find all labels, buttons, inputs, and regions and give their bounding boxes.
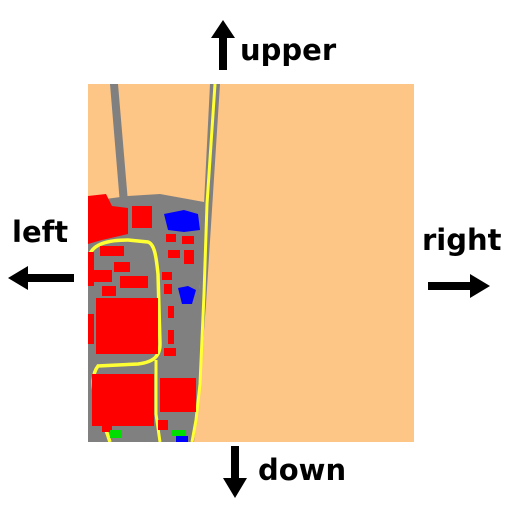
road-north-main <box>184 84 220 442</box>
map-canvas <box>88 84 414 442</box>
arrow-left-icon <box>8 266 74 290</box>
arrow-up-icon <box>211 20 235 70</box>
nav-right-label: right <box>422 223 502 257</box>
map-view <box>88 84 414 442</box>
nav-up-label: upper <box>240 33 337 67</box>
vegetation <box>110 430 186 438</box>
nav-left-label: left <box>12 215 69 249</box>
nav-down-label: down <box>258 453 347 487</box>
nav-right[interactable]: right <box>420 222 510 302</box>
nav-left[interactable]: left <box>6 216 78 296</box>
buildings <box>88 194 196 432</box>
road-north-left <box>110 84 128 204</box>
loop-road-2 <box>154 360 162 442</box>
nav-down[interactable]: down <box>220 444 360 502</box>
water-bodies <box>164 210 200 442</box>
arrow-right-icon <box>428 274 490 298</box>
nav-up[interactable]: upper <box>208 18 348 72</box>
arrow-down-icon <box>223 446 247 498</box>
highway-line <box>190 84 217 442</box>
